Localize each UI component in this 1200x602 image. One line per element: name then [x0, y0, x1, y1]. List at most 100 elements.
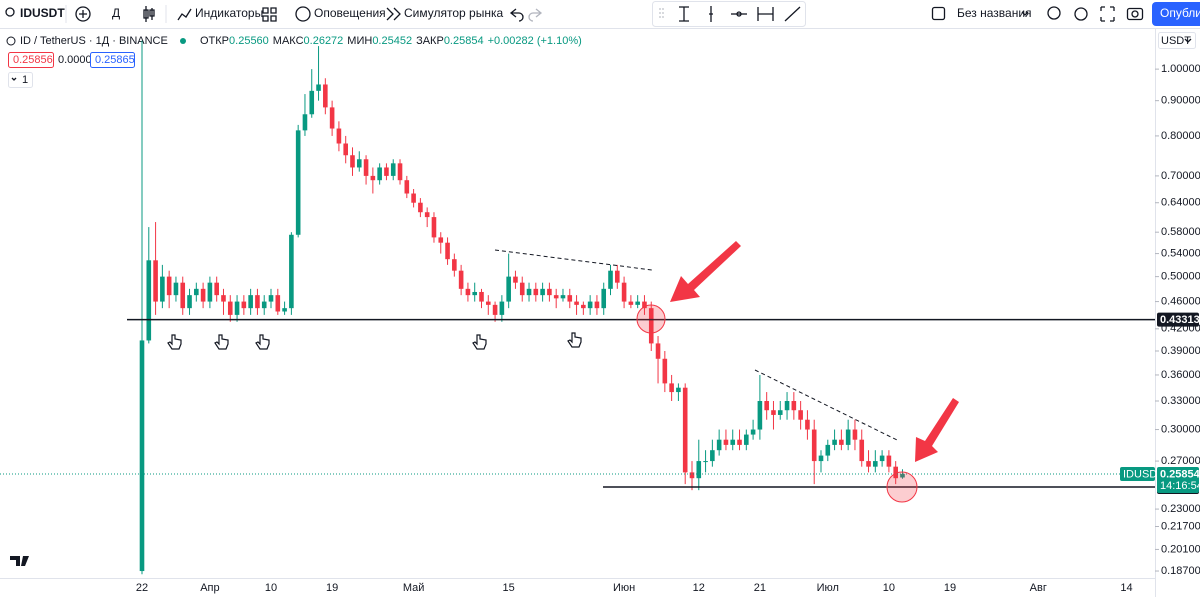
y-tick-label: 0.80000 [1161, 130, 1200, 142]
hand-icon [567, 332, 582, 348]
chart-type-button[interactable] [143, 6, 155, 22]
candle-body [866, 461, 871, 467]
bid-box[interactable] [8, 52, 54, 68]
highlight-circle [636, 304, 666, 334]
candle-body [180, 282, 186, 309]
candle-body [587, 301, 593, 309]
candle-body [431, 217, 437, 238]
interval-button[interactable]: Д [112, 6, 120, 20]
vline-tool[interactable] [709, 6, 713, 22]
y-tick-label: 1.00000 [1161, 63, 1200, 75]
candle-body [635, 301, 640, 305]
candle-body [384, 167, 389, 176]
candle-body [343, 143, 348, 156]
candle-body [261, 301, 267, 309]
candle-body [227, 301, 233, 315]
search-icon[interactable] [5, 7, 15, 17]
candle-body [438, 237, 444, 243]
ohlc-values: ОТКР0.25560 МАКС0.26272 МИН0.25452 ЗАКР0.25… [200, 35, 582, 47]
symbol-search[interactable]: IDUSDT [20, 6, 65, 20]
publish-button[interactable] [1152, 2, 1200, 26]
publish-label[interactable]: Опубликовать [1160, 6, 1200, 20]
y-tick-label: 0.21700 [1161, 520, 1200, 532]
candle-body [200, 288, 206, 302]
candle-body [703, 461, 708, 463]
candle-body [818, 455, 824, 462]
candle-body [669, 383, 674, 393]
x-tick-label: Авг [1030, 582, 1047, 594]
redo-button[interactable] [528, 8, 543, 22]
alerts-button[interactable]: Оповещения [314, 6, 386, 20]
x-tick-label: Апр [200, 582, 219, 594]
level-label-box [1157, 312, 1199, 327]
candle-body [662, 358, 668, 384]
currency-menu [1184, 38, 1192, 43]
fullscreen-button[interactable] [1100, 6, 1115, 22]
candle-body [696, 461, 702, 479]
y-tick-label: 0.33000 [1161, 395, 1200, 407]
annotations [10, 241, 959, 566]
y-tick-label: 0.27000 [1161, 455, 1200, 467]
layout-menu[interactable] [1021, 11, 1029, 16]
range-tool[interactable] [757, 7, 774, 21]
drag-handle[interactable] [659, 8, 664, 20]
candle-body [309, 90, 315, 115]
candle-body [723, 439, 729, 445]
candle-body [513, 276, 518, 283]
candle-body [879, 455, 885, 462]
replay-icon[interactable] [386, 7, 401, 21]
currency[interactable]: USDT [1161, 35, 1191, 47]
candle-body [893, 466, 898, 479]
screenshot-button[interactable] [1126, 7, 1144, 21]
indicators-icon[interactable] [177, 8, 192, 21]
quick-search[interactable] [1047, 6, 1061, 20]
indicators-toggle[interactable] [8, 72, 33, 88]
x-tick-label: Июл [817, 582, 839, 594]
y-tick-label: 0.23000 [1161, 503, 1200, 515]
candle-body [716, 439, 722, 451]
layout-checkbox[interactable] [931, 6, 946, 21]
candle-body [710, 450, 715, 462]
ohlc-label: ЗАКР [416, 35, 444, 47]
indicators-button[interactable]: Индикаторы [195, 6, 263, 20]
ohlc-value: 0.25854 [444, 35, 484, 47]
candle-body [282, 308, 287, 312]
legend: ID / TetherUS · 1Д · BINANCE ОТКР0.25560… [6, 32, 1196, 88]
compare-button[interactable] [75, 6, 91, 22]
candle-body [146, 260, 152, 341]
hline-dot [736, 11, 742, 17]
countdown: 14:16:54 [1160, 480, 1200, 492]
ask-box[interactable] [90, 52, 135, 68]
candle-body [390, 163, 396, 176]
candle-body [791, 401, 797, 411]
replay-button[interactable]: Симулятор рынка [404, 6, 503, 20]
candle-body [445, 242, 450, 260]
settings-button[interactable] [1074, 7, 1088, 21]
candle-body [160, 276, 165, 302]
templates-button[interactable] [262, 7, 277, 22]
layout-name[interactable]: Без названия [957, 6, 1032, 20]
undo-button[interactable] [509, 8, 524, 22]
currency-box[interactable] [1158, 32, 1196, 49]
x-tick-label: 19 [944, 582, 956, 594]
symbol-logo [6, 36, 16, 46]
alerts-icon[interactable] [295, 6, 311, 22]
ohlc-value: 0.25560 [229, 35, 269, 47]
candle-body [594, 301, 600, 309]
trend-tool[interactable] [784, 6, 801, 22]
candle-body [873, 461, 878, 467]
candle-body [805, 419, 810, 430]
x-tick-label: Июн [613, 582, 635, 594]
candle-body [316, 84, 321, 91]
candle-body [655, 343, 661, 359]
bid: 0.25856 [13, 54, 53, 66]
hand-icon [214, 334, 229, 350]
ask: 0.25865 [95, 54, 135, 66]
text-tool[interactable] [679, 6, 689, 22]
candle-body [139, 340, 145, 572]
x-tick-label: 12 [693, 582, 705, 594]
spread: 0.00009 [58, 54, 98, 66]
y-tick-label: 0.46000 [1161, 295, 1200, 307]
